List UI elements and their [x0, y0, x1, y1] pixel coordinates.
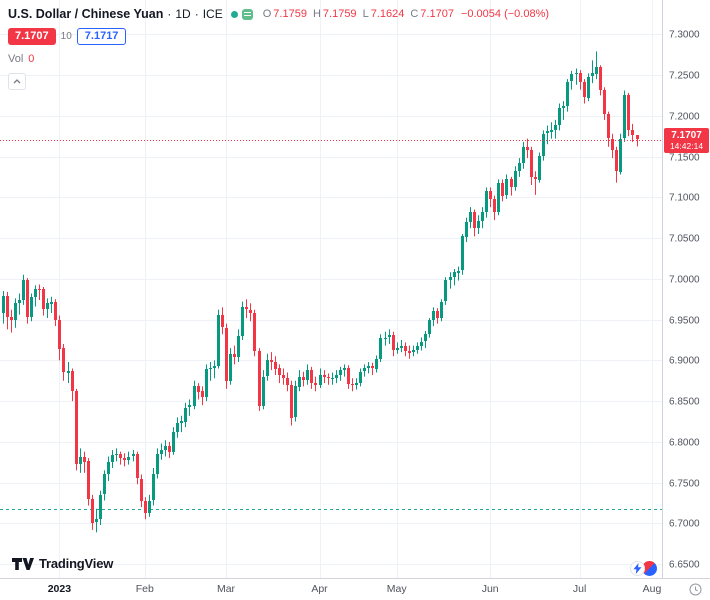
separator: · [167, 7, 172, 21]
price-tick-label: 6.7500 [669, 478, 700, 489]
notes-icon[interactable] [241, 8, 253, 20]
bar-countdown: 14:42:14 [669, 140, 704, 151]
buy-ask-button[interactable]: 7.1717 [76, 27, 127, 45]
low-value: 7.1624 [370, 8, 405, 20]
price-tick-label: 7.2500 [669, 70, 700, 81]
market-status-dot-icon[interactable] [230, 10, 238, 18]
collapse-pane-button[interactable] [8, 73, 26, 90]
high-value: 7.1759 [322, 8, 357, 20]
time-tick-label: Jul [572, 583, 587, 595]
tradingview-logo-text: TradingView [39, 556, 114, 571]
last-price-label[interactable]: 7.1707 14:42:14 [664, 127, 709, 153]
time-tick-label: May [386, 583, 407, 595]
price-tick-label: 7.1000 [669, 192, 700, 203]
price-axis[interactable]: 7.3000 7.2500 7.2000 7.1500 7.1000 7.0500 7.00… [662, 0, 710, 578]
last-price-value: 7.1707 [671, 129, 702, 141]
volume-value: 0 [28, 53, 35, 65]
sell-bid-button[interactable]: 7.1707 [8, 27, 56, 45]
close-value: 7.1707 [420, 8, 454, 20]
spread-value: 10 [60, 30, 72, 42]
timezone-clock-icon[interactable] [689, 583, 702, 596]
bid-ask-row: 7.1707 10 7.1717 [8, 27, 549, 45]
time-tick-label: Mar [216, 583, 236, 595]
symbol-title[interactable]: U.S. Dollar / Chinese Yuan [8, 7, 164, 21]
price-tick-label: 6.9000 [669, 355, 700, 366]
price-tick-label: 7.0500 [669, 233, 700, 244]
chevron-up-icon [13, 79, 21, 84]
price-tick-label: 6.6500 [669, 559, 700, 570]
low-label: L [362, 8, 369, 20]
volume-legend-row[interactable]: Vol 0 [8, 52, 549, 66]
time-tick-label: 2023 [47, 583, 72, 595]
open-label: O [262, 8, 272, 20]
time-tick-label: Feb [135, 583, 154, 595]
price-tick-label: 7.0000 [669, 274, 700, 285]
time-axis[interactable]: 2023 Feb Mar Apr May Jun Jul Aug [0, 578, 710, 600]
price-tick-label: 6.8500 [669, 396, 700, 407]
price-tick-label: 6.9500 [669, 315, 700, 326]
open-value: 7.1759 [273, 8, 307, 20]
quick-trade-button[interactable] [630, 561, 645, 576]
ohlc-values: O 7.1759 H 7.1759 L 7.1624 C 7.1707 −0.0054 … [263, 8, 549, 20]
volume-label: Vol [8, 53, 24, 65]
floating-icons [630, 561, 657, 576]
price-tick-label: 6.8000 [669, 437, 700, 448]
price-tick-label: 7.1500 [669, 152, 700, 163]
legend-mini-icons [230, 8, 253, 20]
chart-canvas[interactable] [0, 0, 662, 578]
tradingview-logo-icon [12, 557, 34, 570]
time-tick-label: Aug [642, 583, 662, 595]
symbol-flags-icon[interactable] [642, 561, 657, 576]
time-tick-label: Jun [481, 583, 499, 595]
separator: · [194, 7, 199, 21]
price-tick-label: 7.3000 [669, 29, 700, 40]
timeframe-label[interactable]: 1D [175, 7, 191, 21]
exchange-label: ICE [202, 7, 223, 21]
time-tick-label: Apr [311, 583, 328, 595]
high-label: H [312, 8, 321, 20]
tradingview-logo[interactable]: TradingView [12, 556, 113, 571]
change-value: −0.0054 (−0.08%) [460, 8, 550, 20]
price-tick-label: 6.7000 [669, 518, 700, 529]
lightning-icon [633, 563, 642, 574]
close-label: C [410, 8, 419, 20]
price-tick-label: 7.2000 [669, 111, 700, 122]
